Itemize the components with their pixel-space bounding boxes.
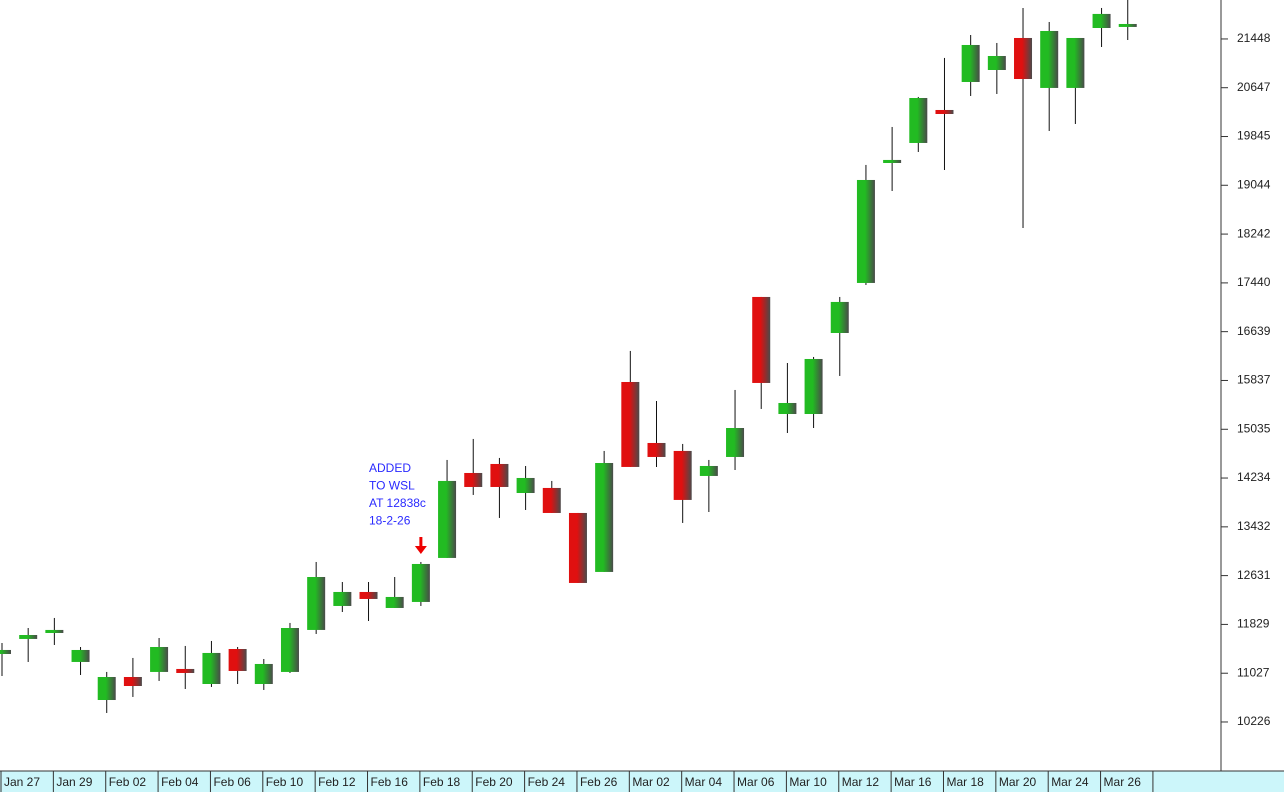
x-tick-label: Mar 06 — [737, 775, 775, 789]
annotation-text: TO WSL — [369, 479, 415, 493]
candle-body — [19, 635, 38, 639]
y-tick-label: 19845 — [1237, 129, 1271, 143]
annotation-text: 18-2-26 — [369, 514, 411, 528]
y-tick-label: 19044 — [1237, 177, 1271, 191]
candle-body — [778, 402, 797, 415]
candle-body — [464, 472, 483, 487]
y-tick-label: 11027 — [1237, 665, 1270, 679]
candle-body — [1040, 30, 1059, 88]
y-tick-label: 21448 — [1237, 31, 1271, 45]
candle-body — [71, 649, 90, 662]
candle-body — [254, 663, 273, 684]
x-tick-label: Feb 04 — [161, 775, 199, 789]
candle-body — [542, 487, 561, 513]
candle-body — [1118, 23, 1137, 27]
candle-body — [307, 576, 326, 630]
candle-body — [935, 109, 954, 114]
candle-body — [752, 296, 771, 383]
candle-body — [0, 649, 11, 654]
x-tick-label: Feb 02 — [109, 775, 147, 789]
x-tick-label: Mar 16 — [894, 775, 932, 789]
candle-body — [516, 477, 535, 494]
candle-body — [726, 428, 745, 457]
candle-body — [883, 159, 902, 163]
candle-body — [411, 563, 430, 602]
candle-body — [176, 668, 195, 673]
y-tick-label: 11829 — [1237, 617, 1270, 631]
x-tick-label: Feb 12 — [318, 775, 356, 789]
x-tick-label: Feb 26 — [580, 775, 618, 789]
candle-body — [830, 301, 849, 333]
candle-body — [699, 465, 718, 476]
y-tick-label: 17440 — [1237, 275, 1271, 289]
candle-body — [621, 381, 640, 467]
candle-body — [1092, 13, 1111, 28]
x-tick-label: Feb 10 — [266, 775, 304, 789]
y-tick-label: 13432 — [1237, 519, 1271, 533]
y-tick-label: 18242 — [1237, 226, 1271, 240]
x-tick-label: Mar 10 — [789, 775, 827, 789]
y-tick-label: 15837 — [1237, 373, 1271, 387]
candle-body — [856, 179, 875, 283]
candle-body — [359, 591, 378, 599]
annotation-text: AT 12838c — [369, 496, 426, 510]
candle-body — [45, 629, 64, 633]
x-tick-label: Mar 04 — [685, 775, 723, 789]
candle-body — [280, 628, 299, 672]
candle-body — [568, 512, 587, 583]
candle-body — [987, 55, 1006, 70]
y-tick-label: 10226 — [1237, 714, 1271, 728]
candle-body — [150, 646, 169, 672]
candle-body — [333, 591, 352, 606]
annotation-arrow-head — [414, 546, 427, 554]
y-tick-label: 15035 — [1237, 421, 1271, 435]
y-tick-label: 14234 — [1237, 470, 1271, 484]
x-tick-label: Mar 02 — [632, 775, 670, 789]
candle-body — [961, 44, 980, 82]
candle-body — [909, 97, 928, 143]
y-tick-label: 12631 — [1237, 568, 1271, 582]
candle-body — [647, 442, 666, 457]
x-tick-label: Jan 29 — [56, 775, 92, 789]
candle-body — [438, 480, 457, 558]
x-tick-label: Jan 27 — [4, 775, 40, 789]
candle-body — [1014, 37, 1033, 80]
x-tick-label: Mar 26 — [1104, 775, 1142, 789]
y-tick-label: 16639 — [1237, 324, 1271, 338]
x-tick-label: Feb 16 — [371, 775, 409, 789]
candle-body — [673, 450, 692, 500]
x-tick-label: Mar 20 — [999, 775, 1037, 789]
candle-body — [1066, 37, 1085, 88]
candle-body — [490, 463, 509, 487]
x-axis-strip — [0, 771, 1284, 792]
candle-body — [804, 358, 823, 415]
candle-body — [595, 462, 614, 572]
x-tick-label: Mar 18 — [946, 775, 984, 789]
x-tick-label: Mar 12 — [842, 775, 880, 789]
candle-body — [202, 652, 221, 684]
candle-body — [228, 649, 247, 671]
x-tick-label: Feb 20 — [475, 775, 513, 789]
annotation-text: ADDED — [369, 461, 411, 475]
x-tick-label: Mar 24 — [1051, 775, 1089, 789]
candle-body — [123, 676, 142, 687]
candle-body — [97, 676, 116, 701]
x-tick-label: Feb 06 — [213, 775, 251, 789]
candle-body — [385, 596, 404, 608]
y-tick-label: 20647 — [1237, 80, 1271, 94]
x-tick-label: Feb 18 — [423, 775, 461, 789]
x-tick-label: Feb 24 — [528, 775, 566, 789]
